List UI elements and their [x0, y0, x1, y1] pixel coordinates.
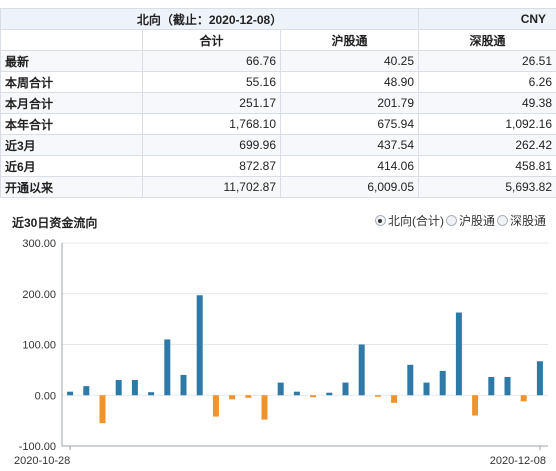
cell-shanghai: 40.25 — [279, 50, 420, 72]
table-title: 北向（截止：2020-12-08） — [0, 8, 420, 30]
cell-shenzhen: 6.26 — [418, 71, 556, 93]
bar-inflow — [455, 312, 462, 396]
table-row: 本月合计 251.17 201.79 49.38 — [0, 92, 556, 114]
bar-inflow — [115, 380, 122, 396]
column-header-shenzhen: 深股通 — [418, 29, 556, 51]
bar-inflow — [423, 382, 430, 396]
bar-inflow — [536, 361, 543, 396]
row-label: 最新 — [0, 50, 143, 72]
table-row: 最新 66.76 40.25 26.51 — [0, 50, 556, 72]
flow-chart-panel: 300.00 200.00 100.00 0.00 -100.00 2020-10-28 2… — [0, 206, 556, 471]
bar-inflow — [277, 382, 284, 396]
table-row: 近6月 872.87 414.06 458.81 — [0, 155, 556, 177]
bar-inflow — [180, 374, 187, 396]
radio-dot-icon — [374, 215, 386, 226]
row-label: 近6月 — [0, 155, 143, 177]
radio-northbound-total[interactable]: 北向(合计) — [374, 212, 444, 229]
table-row: 近3月 699.96 437.54 262.42 — [0, 134, 556, 156]
bar-outflow — [229, 395, 236, 400]
chart-title: 近30日资金流向 — [12, 216, 98, 230]
bar-inflow — [148, 392, 155, 396]
bar-inflow — [439, 370, 446, 396]
bar-inflow — [67, 391, 74, 396]
cell-shanghai: 414.06 — [279, 155, 420, 177]
northbound-summary-table: 北向（截止：2020-12-08） CNY 合计 沪股通 深股通 最新 66.7… — [0, 8, 556, 198]
cell-total: 872.87 — [142, 155, 281, 177]
cell-total: 66.76 — [142, 50, 281, 72]
y-tick-label: 200.00 — [22, 289, 56, 301]
radio-shenzhen-connect[interactable]: 深股通 — [496, 212, 546, 229]
cell-shanghai: 48.90 — [279, 71, 420, 93]
cell-shanghai: 675.94 — [279, 113, 420, 135]
cell-shanghai: 6,009.05 — [279, 176, 420, 198]
column-header-total: 合计 — [142, 29, 281, 51]
bar-outflow — [261, 395, 268, 420]
flow-bar-chart: 300.00 200.00 100.00 0.00 -100.00 2020-10-28 2… — [14, 238, 548, 467]
table-row: 开通以来 11,702.87 6,009.05 5,693.82 — [0, 176, 556, 198]
row-label: 近3月 — [0, 134, 143, 156]
radio-dot-icon — [496, 215, 508, 226]
series-radio-group: 北向(合计) 沪股通 深股通 — [374, 212, 546, 229]
row-label: 本周合计 — [0, 71, 143, 93]
radio-shanghai-connect[interactable]: 沪股通 — [445, 212, 495, 229]
bar-inflow — [342, 382, 349, 396]
bar-outflow — [245, 395, 252, 398]
bar-inflow — [196, 295, 203, 396]
cell-total: 699.96 — [142, 134, 281, 156]
row-label: 本月合计 — [0, 92, 143, 114]
currency-label: CNY — [418, 8, 556, 30]
bar-inflow — [83, 386, 90, 396]
cell-shenzhen: 49.38 — [418, 92, 556, 114]
bar-inflow — [358, 344, 365, 396]
table-row: 本年合计 1,768.10 675.94 1,092.16 — [0, 113, 556, 135]
cell-total: 55.16 — [142, 71, 281, 93]
cell-total: 251.17 — [142, 92, 281, 114]
cell-total: 1,768.10 — [142, 113, 281, 135]
bar-outflow — [374, 395, 381, 397]
radio-label: 深股通 — [509, 214, 546, 228]
bar-inflow — [488, 376, 495, 396]
x-tick-label-end: 2020-12-08 — [490, 455, 546, 467]
cell-total: 11,702.87 — [142, 176, 281, 198]
bar-outflow — [212, 395, 219, 417]
bar-inflow — [326, 392, 333, 396]
bar-outflow — [472, 395, 479, 416]
bar-inflow — [131, 380, 138, 396]
bar-outflow — [520, 395, 527, 402]
radio-label: 沪股通 — [458, 214, 495, 228]
cell-shenzhen: 26.51 — [418, 50, 556, 72]
x-tick-label-start: 2020-10-28 — [14, 455, 70, 467]
y-tick-label: 300.00 — [22, 238, 56, 250]
cell-shanghai: 437.54 — [279, 134, 420, 156]
cell-shenzhen: 458.81 — [418, 155, 556, 177]
table-row: 本周合计 55.16 48.90 6.26 — [0, 71, 556, 93]
bar-outflow — [310, 395, 317, 398]
cell-shenzhen: 1,092.16 — [418, 113, 556, 135]
y-tick-label: -100.00 — [19, 441, 56, 453]
bar-outflow — [391, 395, 398, 403]
column-header-shanghai: 沪股通 — [279, 29, 420, 51]
bar-inflow — [504, 376, 511, 396]
bar-inflow — [293, 391, 300, 396]
radio-label: 北向(合计) — [387, 214, 444, 228]
bar-inflow — [407, 364, 414, 396]
radio-dot-icon — [445, 215, 457, 226]
bar-outflow — [99, 395, 106, 424]
cell-shenzhen: 5,693.82 — [418, 176, 556, 198]
cell-shenzhen: 262.42 — [418, 134, 556, 156]
y-tick-label: 0.00 — [35, 390, 56, 402]
cell-shanghai: 201.79 — [279, 92, 420, 114]
y-tick-label: 100.00 — [22, 340, 56, 352]
row-label: 本年合计 — [0, 113, 143, 135]
bar-inflow — [164, 339, 171, 396]
row-label: 开通以来 — [0, 176, 143, 198]
corner-cell — [0, 29, 143, 51]
